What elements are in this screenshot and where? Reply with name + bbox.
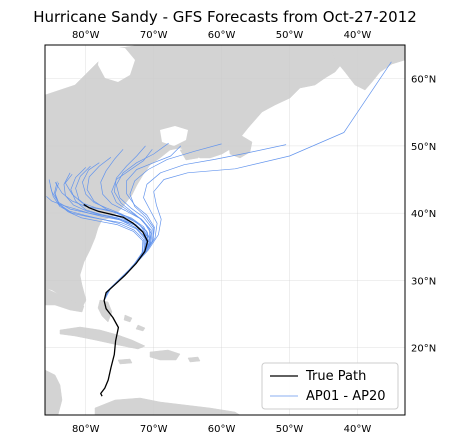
lat-tick-label: 50°N (411, 142, 436, 153)
south-america (94, 397, 241, 415)
lat-tick-label: 30°N (411, 276, 436, 287)
lon-tick-label-top: 60°W (208, 30, 236, 41)
legend: True Path AP01 - AP20 (261, 362, 399, 410)
graticule (45, 45, 405, 415)
legend-box (261, 362, 399, 410)
lon-tick-label-bottom: 50°W (276, 424, 304, 435)
lat-tick-label: 60°N (411, 75, 436, 86)
map-title: Hurricane Sandy - GFS Forecasts from Oct… (33, 8, 417, 26)
central-america (45, 369, 63, 415)
legend-ensemble-label: AP01 - AP20 (306, 389, 386, 404)
hudson-bay-water (98, 48, 135, 82)
land-masses (45, 45, 405, 415)
lat-tick-label: 40°N (411, 209, 436, 220)
lon-tick-label-bottom: 70°W (140, 424, 168, 435)
lon-tick-label-top: 50°W (276, 30, 304, 41)
lon-tick-label-top: 40°W (344, 30, 372, 41)
bahamas (123, 314, 146, 332)
puerto-rico (187, 356, 201, 363)
map-frame (44, 44, 406, 416)
florida-peninsula (97, 299, 113, 323)
lon-tick-label-top: 80°W (72, 30, 100, 41)
greenland (329, 45, 405, 91)
latitude-ticks-right: 60°N 50°N 40°N 30°N 20°N (411, 75, 436, 355)
lat-tick-label: 20°N (411, 344, 436, 355)
true-path-line (83, 203, 149, 397)
jamaica (117, 358, 133, 365)
lon-tick-label-bottom: 60°W (208, 424, 236, 435)
cuba (59, 326, 146, 350)
lon-tick-label-bottom: 40°W (344, 424, 372, 435)
lon-tick-label-top: 70°W (140, 30, 168, 41)
longitude-ticks-bottom: 80°W 70°W 60°W 50°W 40°W (72, 424, 371, 435)
legend-true-path-label: True Path (305, 369, 366, 384)
lon-tick-label-bottom: 80°W (72, 424, 100, 435)
true-path-track (83, 203, 149, 397)
nova-scotia (179, 145, 206, 161)
longitude-ticks-top: 80°W 70°W 60°W 50°W 40°W (72, 30, 371, 41)
gulf-coast (45, 287, 85, 313)
ensemble-track (103, 142, 169, 301)
gulf-of-st-lawrence-water (160, 126, 188, 146)
hispaniola (149, 349, 181, 361)
